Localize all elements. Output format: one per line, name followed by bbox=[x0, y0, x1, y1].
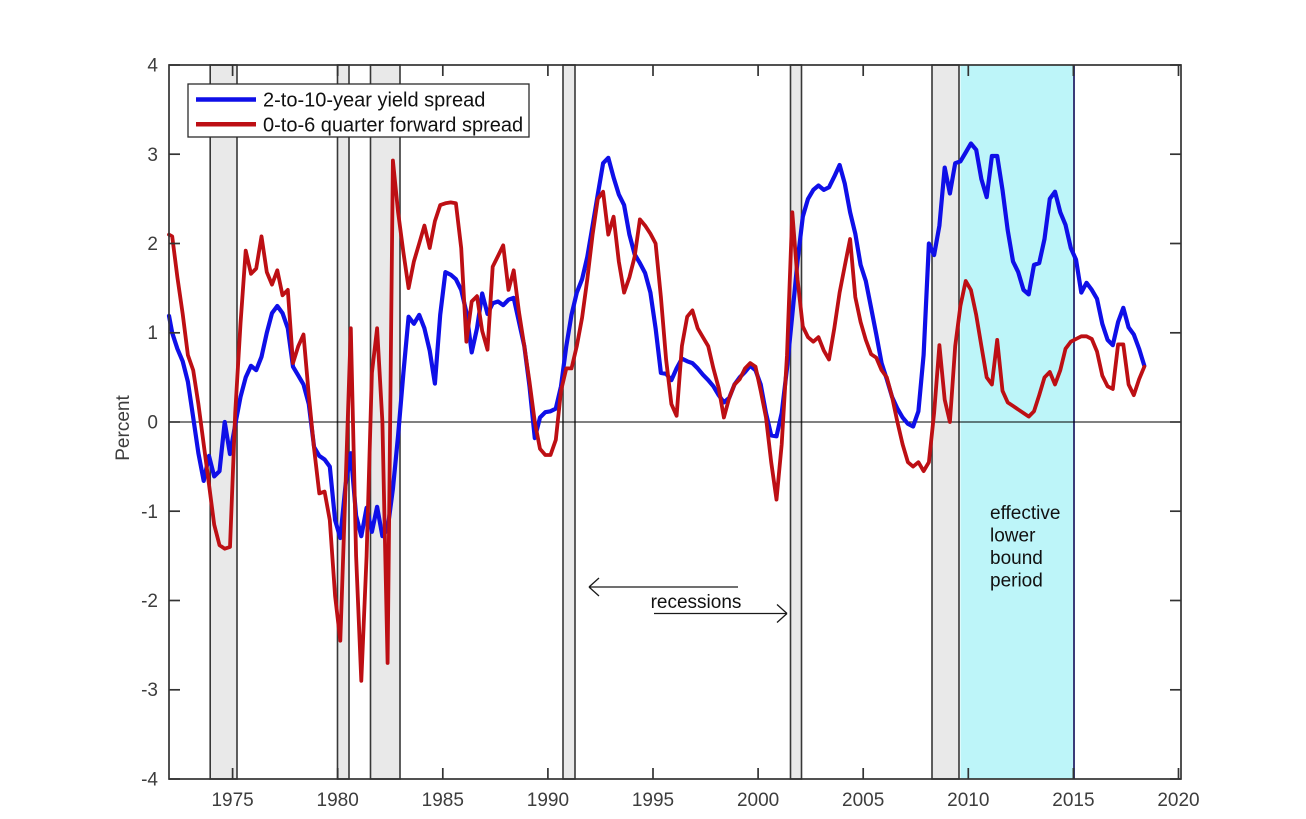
svg-text:-2: -2 bbox=[141, 591, 158, 612]
svg-text:2010: 2010 bbox=[947, 790, 989, 811]
svg-text:0-to-6 quarter forward spread: 0-to-6 quarter forward spread bbox=[263, 114, 523, 136]
svg-text:1975: 1975 bbox=[211, 790, 253, 811]
svg-text:-3: -3 bbox=[141, 680, 158, 701]
svg-text:recessions: recessions bbox=[651, 592, 742, 613]
svg-text:4: 4 bbox=[147, 56, 158, 77]
svg-text:1995: 1995 bbox=[632, 790, 674, 811]
svg-text:period: period bbox=[990, 571, 1043, 592]
svg-text:2000: 2000 bbox=[737, 790, 779, 811]
svg-text:bound: bound bbox=[990, 548, 1043, 569]
svg-text:Percent: Percent bbox=[113, 395, 134, 461]
svg-text:-4: -4 bbox=[141, 770, 158, 791]
svg-text:1990: 1990 bbox=[527, 790, 569, 811]
svg-text:1985: 1985 bbox=[422, 790, 464, 811]
svg-text:3: 3 bbox=[147, 145, 158, 166]
svg-text:2: 2 bbox=[147, 234, 158, 255]
svg-text:1: 1 bbox=[147, 323, 158, 344]
svg-text:lower: lower bbox=[990, 526, 1036, 547]
svg-text:2020: 2020 bbox=[1157, 790, 1199, 811]
svg-text:effective: effective bbox=[990, 503, 1060, 524]
svg-text:2015: 2015 bbox=[1052, 790, 1094, 811]
svg-text:-1: -1 bbox=[141, 502, 158, 523]
svg-text:1980: 1980 bbox=[317, 790, 359, 811]
svg-text:2005: 2005 bbox=[842, 790, 884, 811]
svg-text:0: 0 bbox=[147, 413, 158, 434]
svg-text:2-to-10-year yield spread: 2-to-10-year yield spread bbox=[263, 90, 485, 112]
